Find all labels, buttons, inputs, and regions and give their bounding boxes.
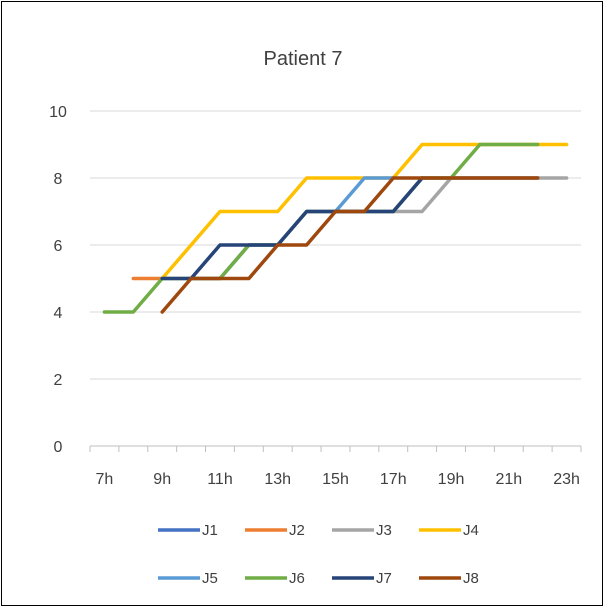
legend-label: J8 — [463, 570, 479, 587]
legend-item-j8: J8 — [419, 570, 479, 587]
legend-label: J7 — [376, 570, 392, 587]
series-line-j8 — [160, 176, 540, 314]
legend-item-j4: J4 — [419, 522, 479, 539]
x-tick-label: 9h — [153, 471, 171, 488]
x-tick-label: 19h — [438, 471, 465, 488]
legend-label: J5 — [202, 570, 218, 587]
series-line-j7 — [160, 176, 424, 281]
legend-label: J4 — [463, 522, 479, 539]
y-tick-label: 6 — [54, 238, 63, 255]
x-tick-label: 13h — [264, 471, 291, 488]
legend-item-j1: J1 — [158, 522, 218, 539]
x-tick-label: 15h — [322, 471, 349, 488]
x-tick-label: 11h — [207, 471, 233, 488]
y-tick-label: 4 — [54, 305, 63, 322]
axes: 0 2 4 6 8 10 7h 9h 11h 13h 15h 17h 19h 21h 23h — [49, 104, 582, 488]
legend-label: J1 — [202, 522, 218, 539]
legend-item-j5: J5 — [158, 570, 218, 587]
legend-item-j2: J2 — [245, 522, 305, 539]
legend-label: J6 — [289, 570, 305, 587]
series-line-j1 — [189, 176, 540, 281]
legend-label: J3 — [376, 522, 392, 539]
x-tick-label: 17h — [380, 471, 407, 488]
legend-item-j3: J3 — [332, 522, 392, 539]
gridlines — [90, 110, 581, 380]
y-tick-label: 10 — [49, 104, 67, 121]
legend-label: J2 — [289, 522, 305, 539]
y-tick-label: 0 — [54, 439, 63, 456]
legend-item-j7: J7 — [332, 570, 392, 587]
legend: J1 J2 J3 J4 J5 J6 J7 J8 — [158, 522, 479, 587]
legend-item-j6: J6 — [245, 570, 305, 587]
series-layer — [102, 142, 569, 314]
x-tick-label: 21h — [495, 471, 522, 488]
series-line-j5 — [333, 176, 396, 214]
chart-title: Patient 7 — [263, 48, 343, 70]
y-tick-label: 2 — [54, 372, 63, 389]
x-tick-label: 23h — [553, 471, 580, 488]
y-tick-label: 8 — [54, 171, 63, 188]
x-tick-label: 7h — [96, 471, 114, 488]
